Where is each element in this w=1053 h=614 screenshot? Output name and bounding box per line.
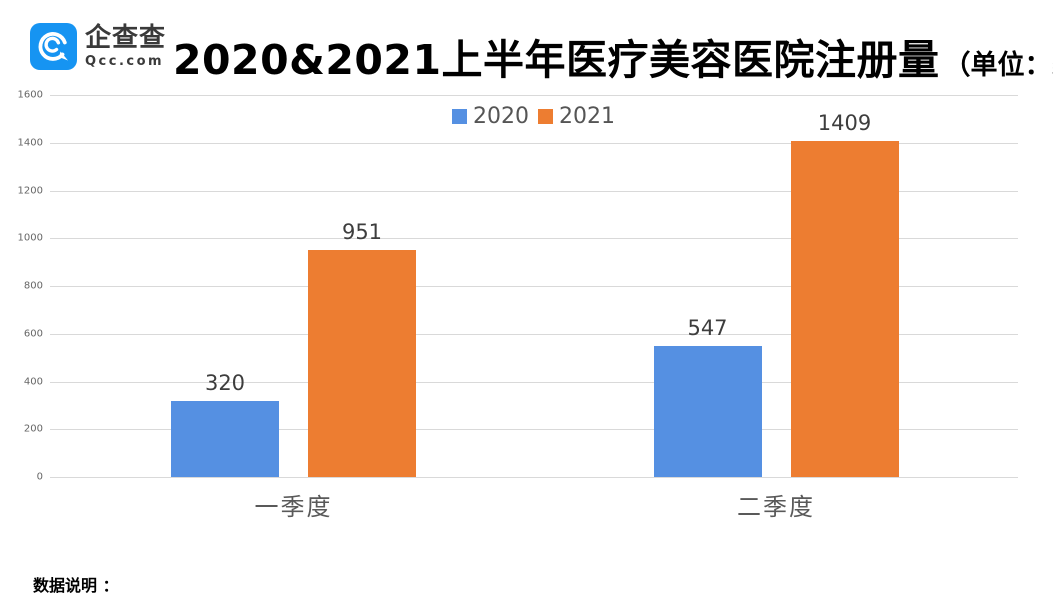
plot-area: 0 200 400 600 800 1000 1200 1400 1600 320 951 一季度 54… <box>18 90 1018 521</box>
note-line-heading: 数据说明 ： <box>33 576 119 595</box>
gridline-1600 <box>50 95 1018 96</box>
gridline-1200 <box>50 190 1018 192</box>
y-tick-label-600: 600 <box>23 328 43 340</box>
data-notes: 数据说明 ： 1、仅统计企业名、产品、经营范围含“医疗美容医院”的企业 2、统计… <box>33 526 465 614</box>
chart-title: 2020&2021上半年医疗美容医院注册量 （单位：家） <box>173 26 1053 86</box>
y-tick-label-0: 0 <box>36 471 43 483</box>
brand-name: 企查查 <box>85 23 167 53</box>
gridline-600 <box>50 333 1018 335</box>
bar-2020-二季度 <box>653 346 762 477</box>
y-tick-label-1000: 1000 <box>17 232 43 244</box>
gridline-0 <box>50 477 1018 478</box>
bar-2020-一季度 <box>171 400 279 477</box>
category-label-二季度: 二季度 <box>737 493 815 521</box>
bar-value-2020-二季度: 547 <box>687 316 728 341</box>
legend-swatch-2020 <box>452 109 467 124</box>
gridline-1000 <box>50 238 1018 240</box>
legend-item-2020: 2020 <box>452 104 529 129</box>
brand-domain: Qcc.com <box>85 54 165 69</box>
bar-value-2020-一季度: 320 <box>204 370 246 395</box>
chart-title-main: 2020&2021上半年医疗美容医院注册量 <box>173 36 940 84</box>
legend-label-2020: 2020 <box>473 104 529 129</box>
gridline-200 <box>50 429 1018 431</box>
bar-value-2021-二季度: 1409 <box>817 110 872 135</box>
qcc-logo-icon <box>30 23 77 70</box>
gridline-1400 <box>50 142 1018 144</box>
y-tick-label-1200: 1200 <box>17 185 43 196</box>
bar-value-2021-一季度: 951 <box>341 219 383 244</box>
y-tick-label-1600: 1600 <box>17 89 43 101</box>
legend-item-2021: 2021 <box>538 104 615 129</box>
y-tick-label-400: 400 <box>23 376 43 387</box>
bar-2021-一季度 <box>308 249 416 477</box>
gridline-400 <box>50 381 1018 383</box>
y-tick-label-1400: 1400 <box>17 137 43 149</box>
y-tick-label-200: 200 <box>23 423 43 435</box>
category-label-一季度: 一季度 <box>254 493 333 521</box>
qcc-logo-text: 企查查 Qcc.com <box>85 25 166 68</box>
qcc-logo: 企查查 Qcc.com <box>30 23 166 70</box>
bar-2021-二季度 <box>790 140 899 477</box>
chart-title-unit: （单位：家） <box>943 50 1053 81</box>
y-tick-label-800: 800 <box>23 280 43 292</box>
legend-label-2021: 2021 <box>559 104 615 129</box>
legend-swatch-2021 <box>538 109 553 124</box>
legend: 2020 2021 <box>452 104 615 129</box>
gridline-800 <box>50 286 1018 287</box>
